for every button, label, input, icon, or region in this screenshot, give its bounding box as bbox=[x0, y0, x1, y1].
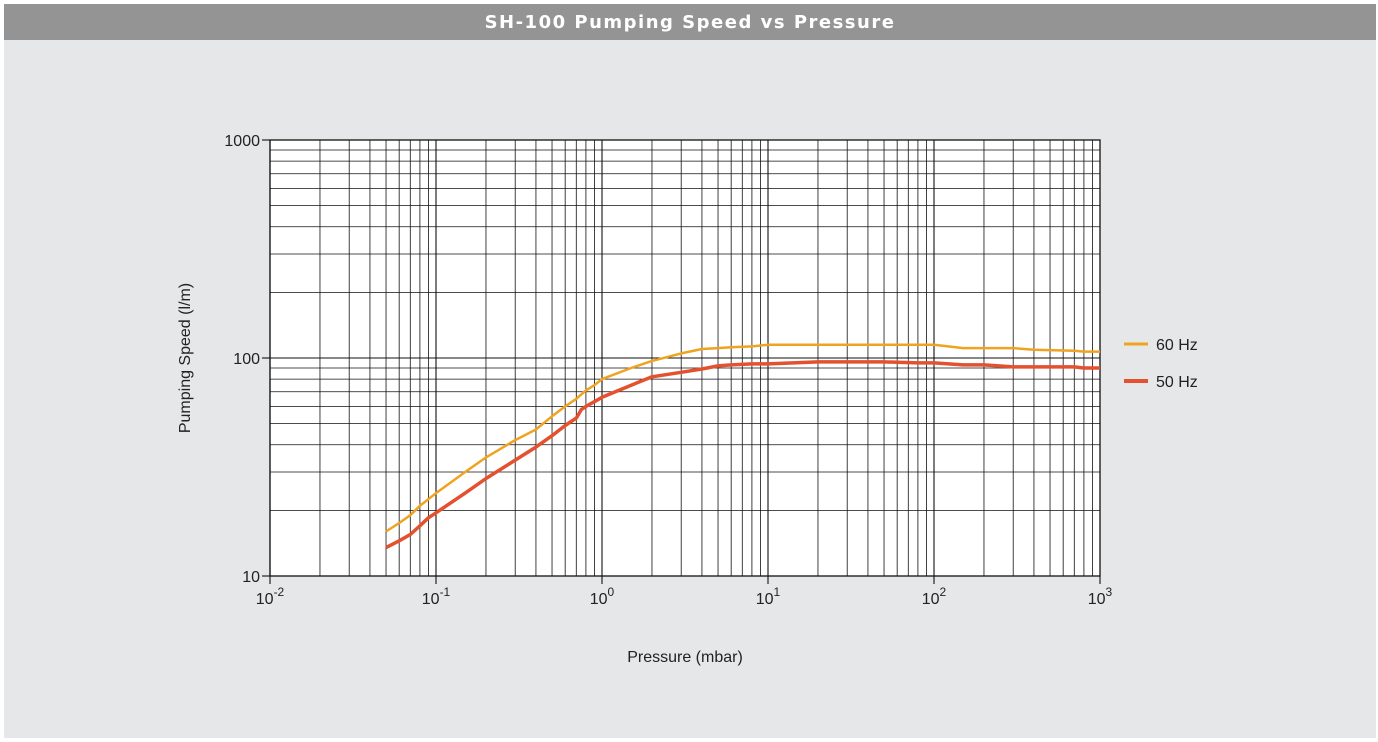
x-tick-label: 100 bbox=[590, 585, 615, 608]
x-tick-label: 10-2 bbox=[256, 585, 285, 608]
x-tick-label: 10-1 bbox=[422, 585, 451, 608]
x-tick-label: 101 bbox=[756, 585, 781, 608]
y-axis-title: Pumping Speed (l/m) bbox=[177, 283, 194, 433]
pumping-speed-chart: 10 100 1000 10-2 10-1 100 101 102 103 60 Hz 50 Hz… bbox=[177, 133, 1198, 666]
series-line-1 bbox=[385, 360, 1100, 550]
chart-title: SH-100 Pumping Speed vs Pressure bbox=[484, 11, 896, 33]
plot-grid bbox=[269, 139, 1101, 577]
y-tick-label: 100 bbox=[233, 351, 260, 368]
chart-panel: SH-100 Pumping Speed vs Pressure 10 100 10… bbox=[4, 4, 1376, 738]
legend-label-1: 50 Hz bbox=[1156, 374, 1198, 391]
axis-ticks: 10 100 1000 10-2 10-1 100 101 102 103 bbox=[224, 133, 1112, 608]
x-tick-label: 103 bbox=[1088, 585, 1113, 608]
y-tick-label: 10 bbox=[242, 569, 260, 586]
x-tick-label: 102 bbox=[922, 585, 947, 608]
x-axis-title: Pressure (mbar) bbox=[627, 649, 743, 666]
series-lines bbox=[385, 343, 1100, 550]
legend-label-0: 60 Hz bbox=[1156, 337, 1198, 354]
y-tick-label: 1000 bbox=[224, 133, 260, 150]
legend: 60 Hz 50 Hz bbox=[1124, 337, 1198, 391]
title-bar: SH-100 Pumping Speed vs Pressure bbox=[4, 4, 1376, 40]
series-line-0 bbox=[385, 343, 1100, 533]
